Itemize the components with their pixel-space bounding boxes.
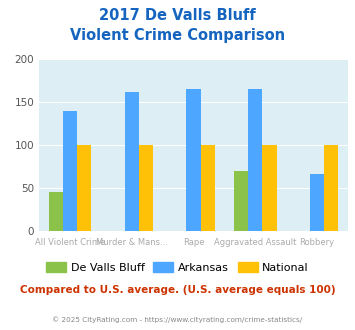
- Bar: [63, 111, 77, 231]
- Text: Robbery: Robbery: [300, 238, 334, 247]
- Text: Rape: Rape: [183, 238, 204, 247]
- Bar: [324, 145, 338, 231]
- Text: Aggravated Assault: Aggravated Assault: [214, 238, 296, 247]
- Text: Murder & Mans...: Murder & Mans...: [96, 238, 168, 247]
- Bar: [248, 88, 262, 231]
- Text: All Violent Crime: All Violent Crime: [35, 238, 105, 247]
- Text: 2017 De Valls Bluff: 2017 De Valls Bluff: [99, 8, 256, 23]
- Text: Compared to U.S. average. (U.S. average equals 100): Compared to U.S. average. (U.S. average …: [20, 285, 335, 295]
- Bar: [139, 145, 153, 231]
- Bar: [125, 92, 139, 231]
- Bar: [201, 145, 215, 231]
- Legend: De Valls Bluff, Arkansas, National: De Valls Bluff, Arkansas, National: [42, 258, 313, 277]
- Bar: [77, 145, 91, 231]
- Bar: [262, 145, 277, 231]
- Bar: [186, 89, 201, 231]
- Text: Violent Crime Comparison: Violent Crime Comparison: [70, 28, 285, 43]
- Bar: [310, 174, 324, 231]
- Bar: [234, 171, 248, 231]
- Text: © 2025 CityRating.com - https://www.cityrating.com/crime-statistics/: © 2025 CityRating.com - https://www.city…: [53, 317, 302, 323]
- Bar: [49, 191, 63, 231]
